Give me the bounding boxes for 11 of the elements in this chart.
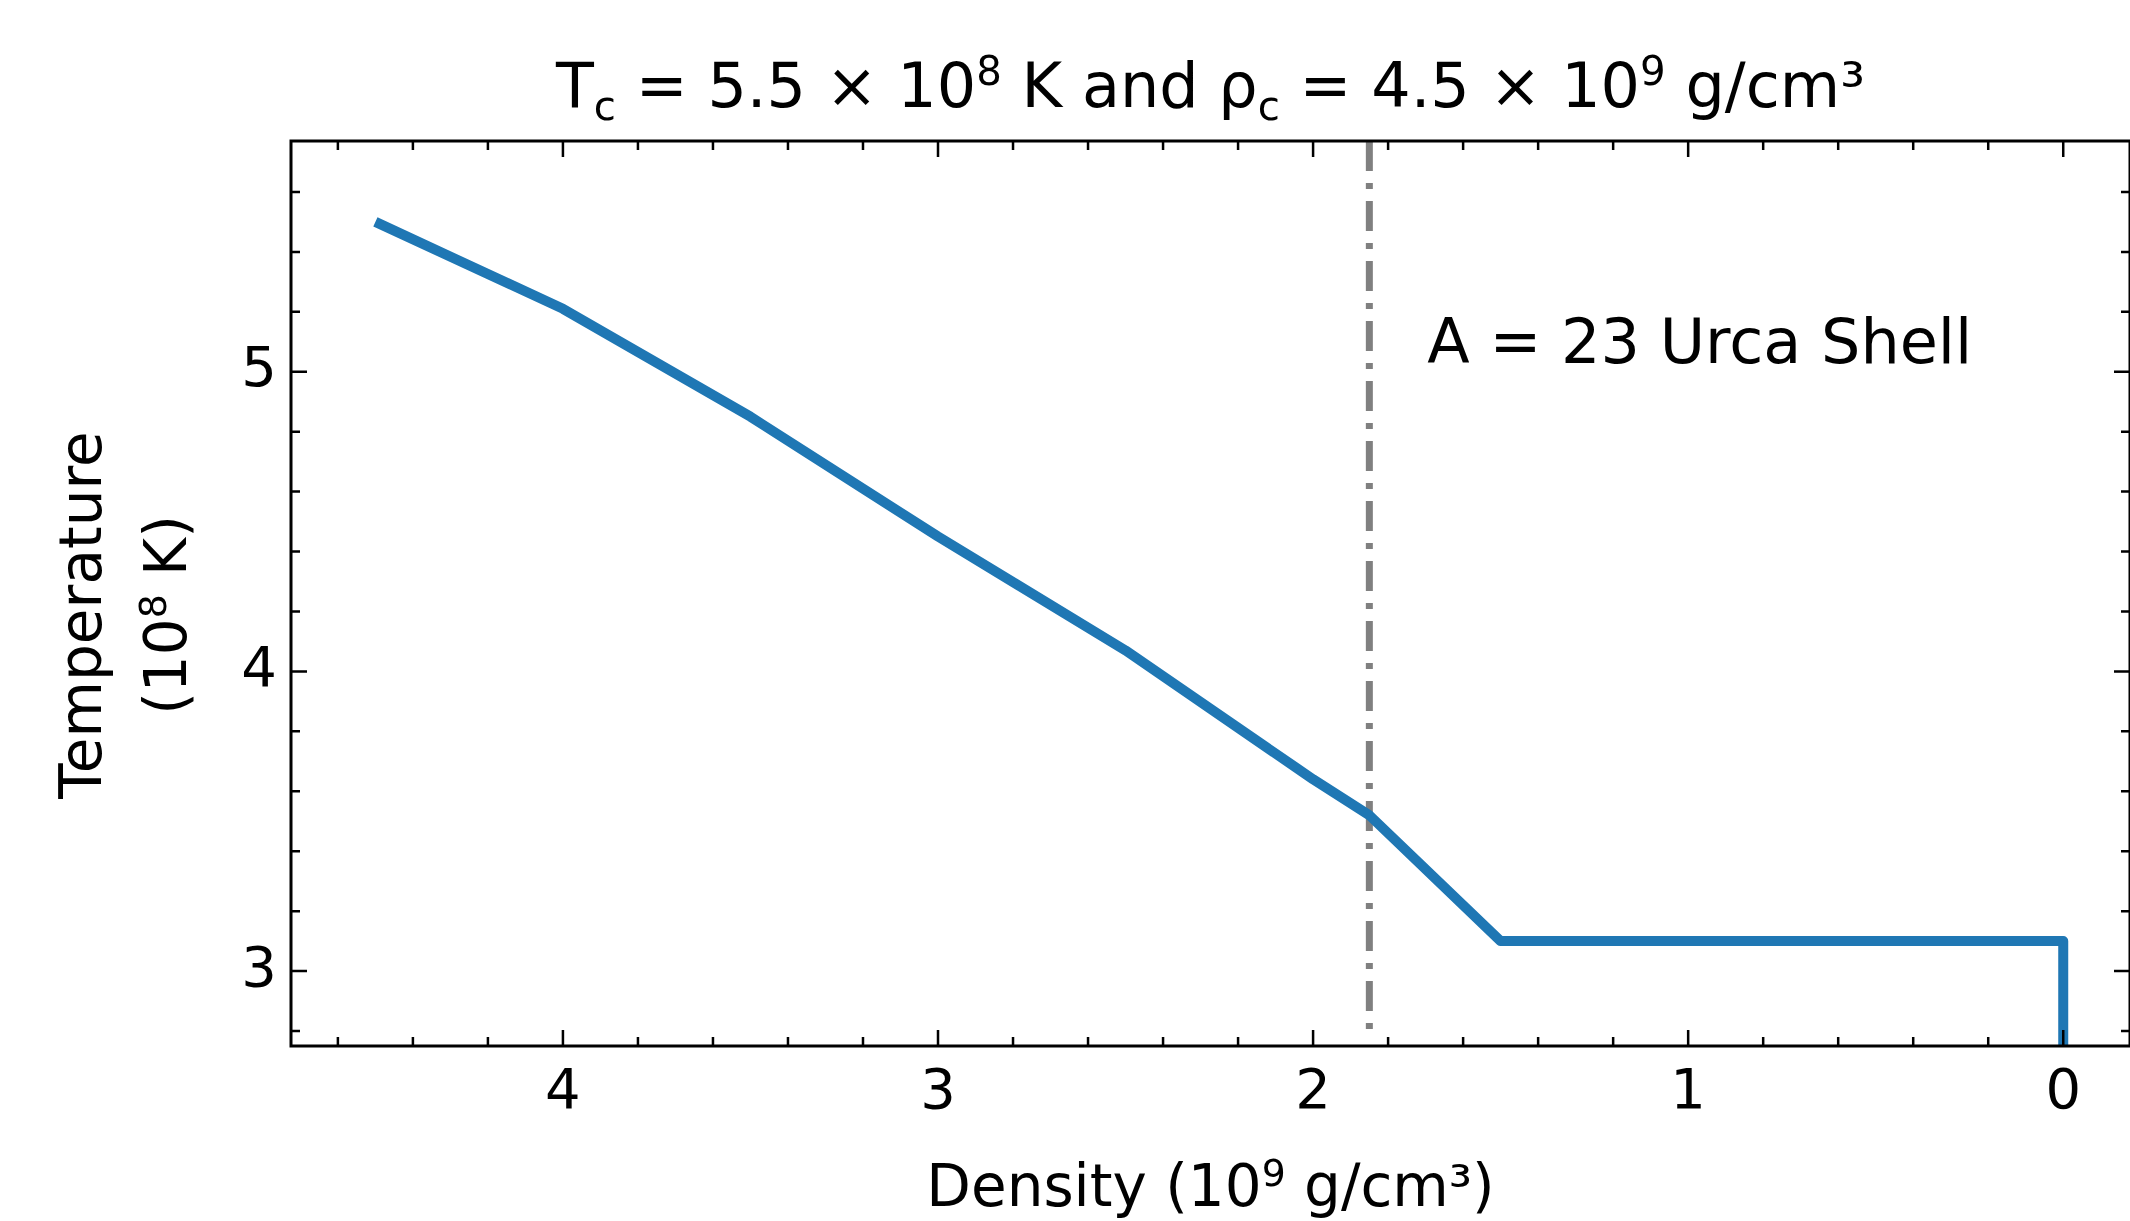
x-tick-label: 2 (1295, 1056, 1331, 1122)
x-axis-title: Density (10$^{9}$ g/cm³) (925, 1150, 1496, 1221)
x-tick-label: 4 (545, 1056, 581, 1122)
x-tick-label: 3 (920, 1056, 956, 1122)
annotation: A = 23 Urca Shell (1427, 305, 1973, 379)
x-tick-label: 1 (1670, 1056, 1706, 1122)
chart-title: T$_{c}$ = 5.5 × 10$^{8}$ K and ρ$_{c}$ = 4.5 × 10$^{9}$ g/cm³ (555, 48, 1865, 131)
x-tick-label: 0 (2045, 1056, 2082, 1122)
y-tick-label: 3 (241, 933, 277, 999)
y-tick-label: 5 (241, 334, 277, 400)
y-tick-label: 4 (241, 633, 277, 699)
